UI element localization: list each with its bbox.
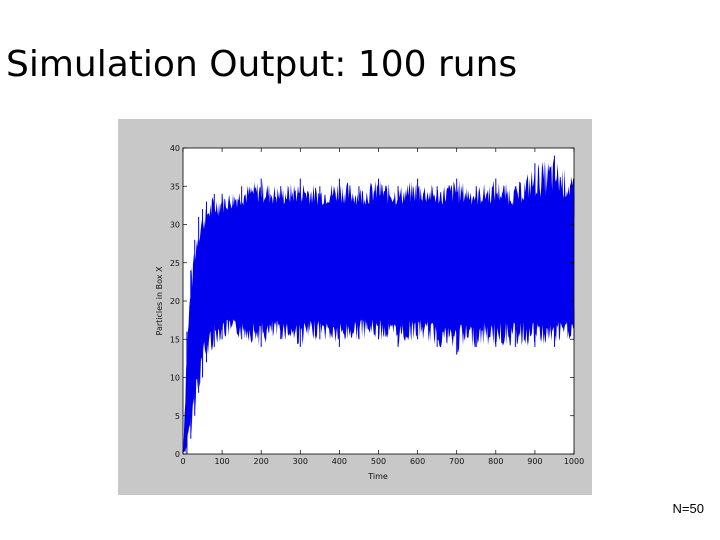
y-axis-label: Particles in Box X bbox=[155, 266, 164, 336]
x-tick-label: 500 bbox=[371, 457, 386, 466]
y-tick-label: 20 bbox=[170, 297, 180, 306]
x-tick-label: 900 bbox=[527, 457, 542, 466]
y-tick-label: 5 bbox=[175, 412, 180, 421]
x-axis-label: Time bbox=[367, 472, 388, 481]
y-tick-label: 30 bbox=[170, 221, 180, 230]
y-tick-label: 0 bbox=[175, 450, 180, 459]
y-tick-label: 40 bbox=[170, 144, 180, 153]
x-tick-label: 1000 bbox=[564, 457, 584, 466]
x-tick-label: 600 bbox=[410, 457, 425, 466]
sample-size-note: N=50 bbox=[672, 501, 704, 516]
x-tick-label: 200 bbox=[254, 457, 269, 466]
y-tick-label: 10 bbox=[170, 374, 180, 383]
x-tick-label: 0 bbox=[180, 457, 185, 466]
figure-panel: 0 100 200 300 400 500 600 700 800 900 1000 0 5 10 15 2… bbox=[118, 119, 592, 495]
plot-frame bbox=[182, 147, 575, 455]
runs-envelope-core bbox=[183, 216, 574, 454]
slide-title: Simulation Output: 100 runs bbox=[6, 44, 518, 85]
x-tick-label: 700 bbox=[449, 457, 464, 466]
x-tick-label: 300 bbox=[293, 457, 308, 466]
y-tick-label: 15 bbox=[170, 335, 180, 344]
y-tick-label: 35 bbox=[170, 182, 180, 191]
x-tick-label: 400 bbox=[332, 457, 347, 466]
x-tick-label: 100 bbox=[214, 457, 229, 466]
x-tick-label: 800 bbox=[488, 457, 503, 466]
line-chart: 0 100 200 300 400 500 600 700 800 900 1000 0 5 10 15 2… bbox=[155, 144, 584, 481]
y-tick-label: 25 bbox=[170, 259, 180, 268]
